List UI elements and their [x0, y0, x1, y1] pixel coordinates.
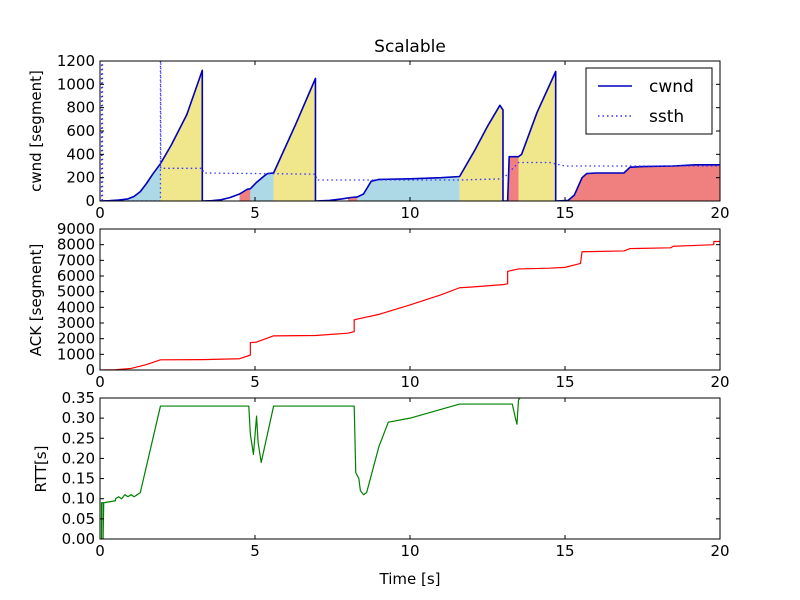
y-tick-label: 0.05: [62, 510, 95, 528]
y-tick-label: 200: [66, 169, 95, 187]
x-tick-label: 0: [95, 204, 105, 222]
series-line-ssth: [100, 61, 720, 201]
region-fast-recovery: [239, 188, 251, 201]
cwnd-plot-area: [100, 61, 720, 201]
time-x-axis-label: Time [s]: [379, 570, 441, 588]
y-tick-label: 1200: [57, 52, 95, 70]
y-tick-label: 6000: [57, 267, 95, 285]
x-tick-label: 20: [710, 542, 729, 560]
y-tick-label: 800: [66, 99, 95, 117]
series-line-rtt: [100, 398, 521, 539]
x-tick-label: 15: [555, 204, 574, 222]
y-tick-label: 0: [85, 361, 95, 379]
region-congestion-avoidance: [273, 78, 316, 201]
x-tick-label: 15: [555, 373, 574, 391]
region-slow-start: [250, 172, 274, 201]
legend-ssth-label: ssth: [649, 107, 684, 127]
rtt-plot-area: [100, 398, 521, 539]
x-tick-label: 0: [95, 542, 105, 560]
legend-cwnd-label: cwnd: [649, 77, 694, 97]
x-tick-label: 15: [555, 542, 574, 560]
y-tick-label: 4000: [57, 298, 95, 316]
cwnd-y-axis-label: cwnd [segment]: [27, 70, 45, 192]
y-tick-label: 0: [85, 192, 95, 210]
y-tick-label: 0.00: [62, 530, 95, 548]
ack-y-axis-label: ACK [segment]: [27, 244, 45, 357]
x-tick-label: 20: [710, 373, 729, 391]
region-slow-start: [100, 163, 161, 201]
y-tick-label: 0.35: [62, 389, 95, 407]
x-tick-label: 20: [710, 204, 729, 222]
y-tick-label: 1000: [57, 75, 95, 93]
ack-plot-area: [100, 240, 720, 370]
y-tick-label: 1000: [57, 345, 95, 363]
x-tick-label: 5: [250, 542, 260, 560]
x-tick-label: 5: [250, 373, 260, 391]
legend: cwnd ssth: [585, 67, 713, 135]
y-tick-label: 8000: [57, 236, 95, 254]
x-tick-label: 10: [400, 204, 419, 222]
x-tick-label: 10: [400, 373, 419, 391]
y-tick-label: 0.25: [62, 429, 95, 447]
y-tick-label: 0.30: [62, 409, 95, 427]
rtt-y-axis-label: RTT[s]: [32, 446, 50, 493]
region-fast-recovery: [507, 156, 519, 201]
region-slow-start: [357, 176, 460, 201]
x-tick-label: 5: [250, 204, 260, 222]
y-tick-label: 400: [66, 145, 95, 163]
y-tick-label: 2000: [57, 330, 95, 348]
region-congestion-avoidance: [459, 105, 504, 201]
series-line-cwnd: [100, 69, 720, 201]
x-tick-label: 0: [95, 373, 105, 391]
cwnd-panel: Scalable cwnd [segment] cwnd ssth 0 5 10 15…: [27, 37, 730, 222]
y-tick-label: 7000: [57, 251, 95, 269]
y-tick-label: 600: [66, 122, 95, 140]
y-tick-label: 0.15: [62, 470, 95, 488]
series-line-ack: [100, 240, 720, 370]
region-fast-recovery: [565, 164, 720, 201]
y-tick-label: 0.20: [62, 449, 95, 467]
legend-box: [585, 67, 713, 135]
x-tick-label: 10: [400, 542, 419, 560]
region-congestion-avoidance: [518, 71, 556, 201]
ack-panel: ACK [segment] 0 5 10 15 20 010002000300040005…: [27, 220, 730, 391]
y-tick-label: 3000: [57, 314, 95, 332]
rtt-panel: RTT[s] Time [s] 0 5 10 15 20 0.00 0.05 0.10 0.15…: [32, 389, 730, 588]
y-tick-label: 5000: [57, 283, 95, 301]
chart-title: Scalable: [374, 37, 446, 57]
y-tick-label: 0.10: [62, 490, 95, 508]
y-tick-label: 9000: [57, 220, 95, 238]
